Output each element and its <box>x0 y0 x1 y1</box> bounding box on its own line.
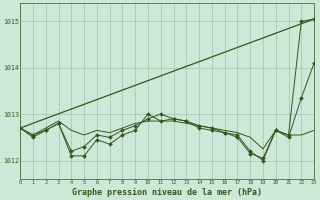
X-axis label: Graphe pression niveau de la mer (hPa): Graphe pression niveau de la mer (hPa) <box>72 188 262 197</box>
